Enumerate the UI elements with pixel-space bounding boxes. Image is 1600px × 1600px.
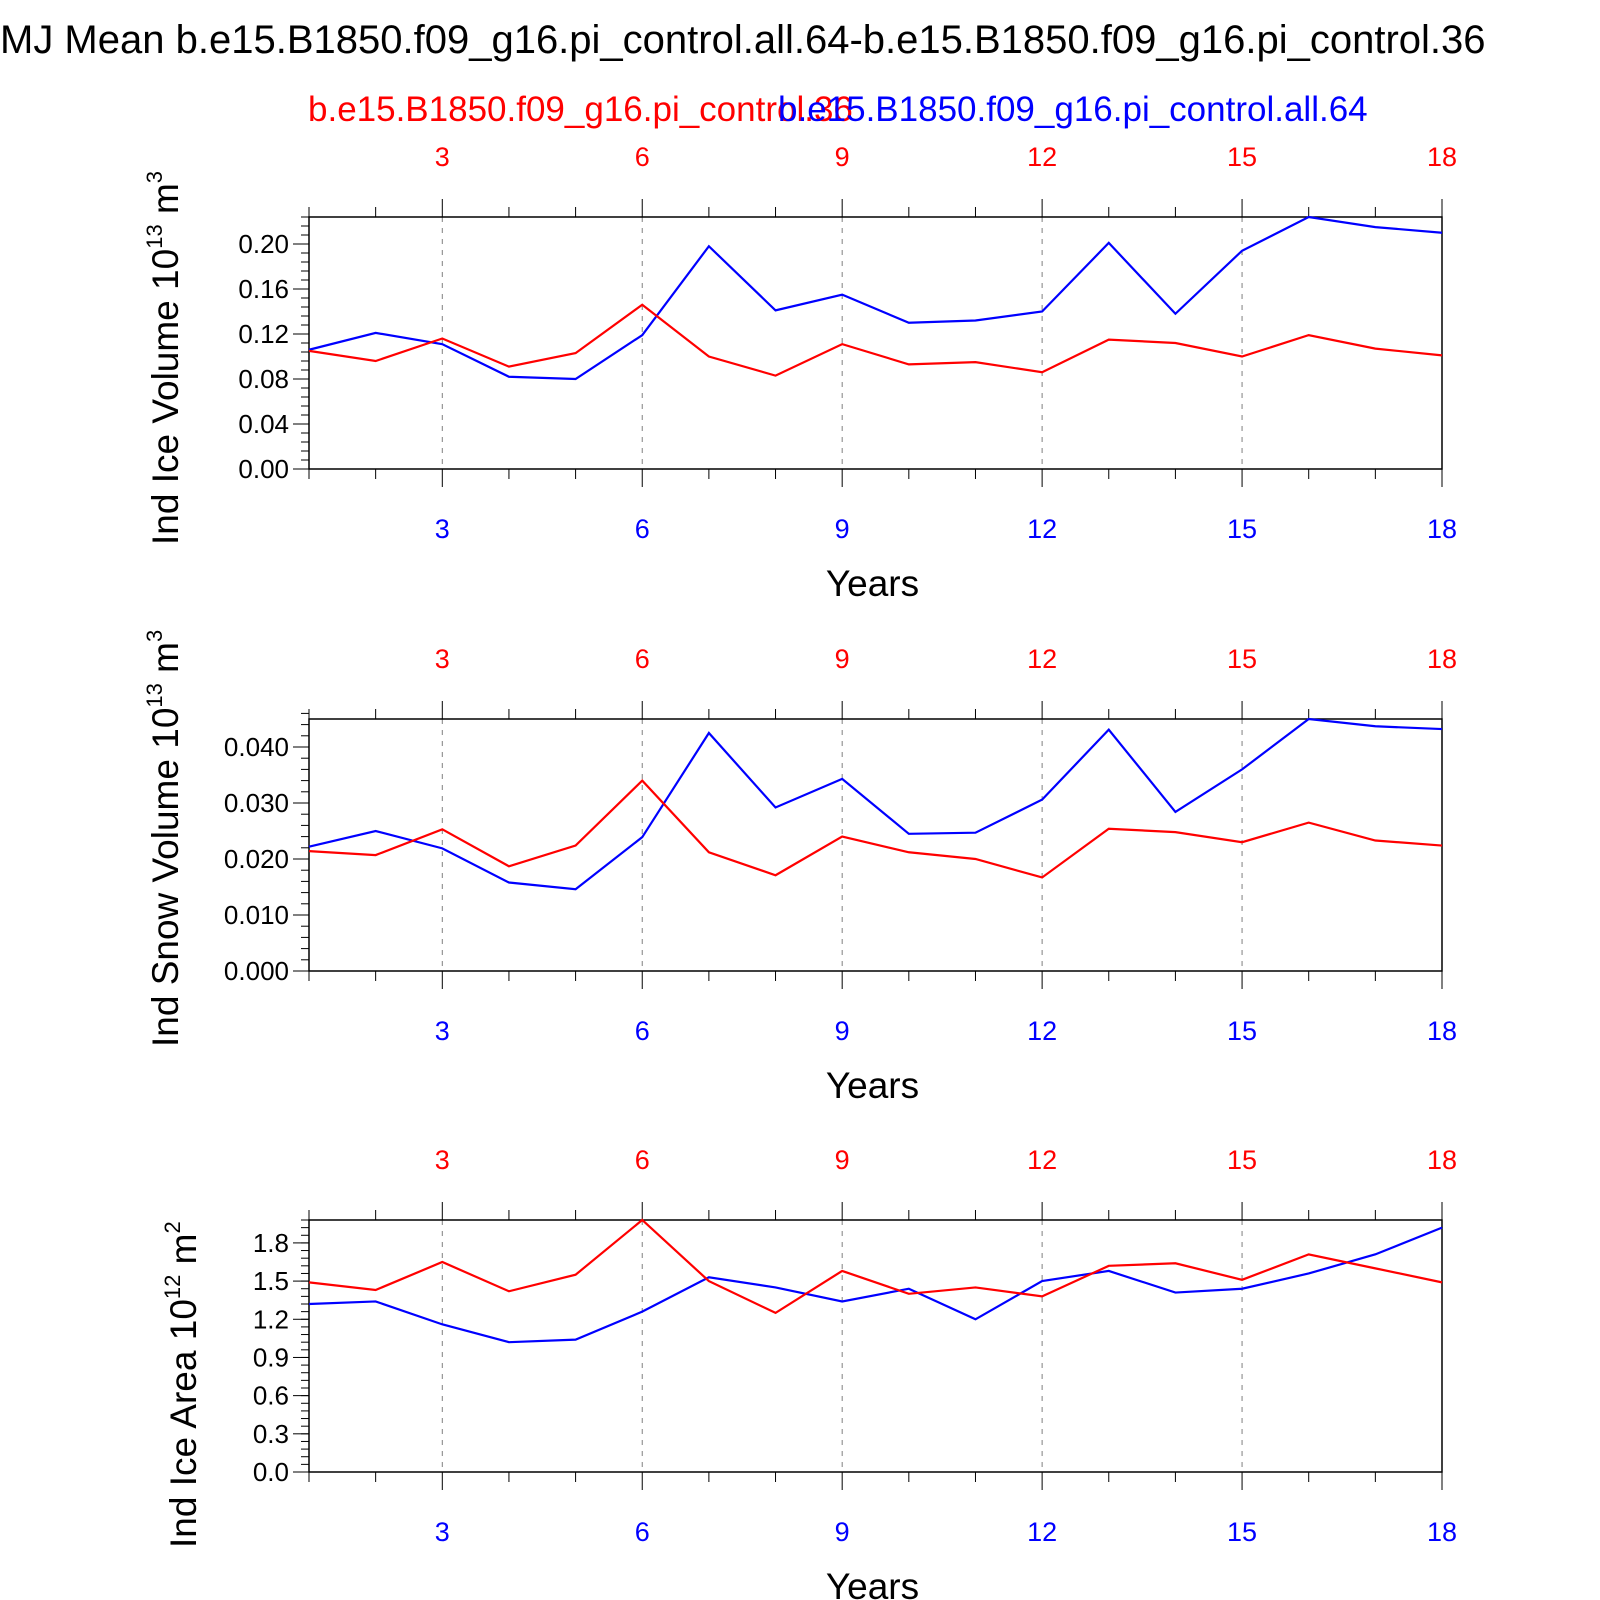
bottom-x-tick-label: 12 [1027, 514, 1057, 544]
top-x-tick-label: 15 [1227, 142, 1257, 172]
red-series-line [308, 779, 1443, 879]
y-tick-label: 0.00 [238, 454, 289, 484]
top-x-tick-label: 12 [1027, 644, 1057, 674]
top-x-tick-label: 3 [435, 644, 450, 674]
y-tick-label: 0.040 [224, 732, 289, 762]
bottom-x-tick-label: 15 [1227, 514, 1257, 544]
y-tick-label: 0.08 [238, 364, 289, 394]
page-title: MJ Mean b.e15.B1850.f09_g16.pi_control.a… [0, 18, 1486, 62]
y-tick-label: 0.020 [224, 844, 289, 874]
y-tick-label: 1.2 [253, 1304, 289, 1334]
y-axis-label: Ind Ice Volume 1013 m3 [142, 171, 186, 545]
y-tick-label: 0.04 [238, 409, 289, 439]
bottom-x-tick-label: 9 [835, 1517, 850, 1547]
top-x-tick-label: 18 [1427, 1145, 1457, 1175]
top-x-tick-label: 3 [435, 1145, 450, 1175]
x-axis-label: Years [826, 1065, 919, 1106]
bottom-x-tick-label: 3 [435, 1016, 450, 1046]
y-tick-label: 0.000 [224, 956, 289, 986]
top-x-tick-label: 18 [1427, 644, 1457, 674]
top-x-tick-label: 15 [1227, 644, 1257, 674]
bottom-x-tick-label: 6 [635, 514, 650, 544]
x-axis-label: Years [826, 563, 919, 604]
top-x-tick-label: 15 [1227, 1145, 1257, 1175]
red-series-line [308, 303, 1443, 377]
y-tick-label: 0.030 [224, 788, 289, 818]
y-tick-label: 0.16 [238, 274, 289, 304]
y-axis-label: Ind Snow Volume 1013 m3 [142, 630, 186, 1047]
bottom-x-tick-label: 6 [635, 1517, 650, 1547]
top-x-tick-label: 6 [635, 1145, 650, 1175]
bottom-x-tick-label: 18 [1427, 514, 1457, 544]
top-x-tick-label: 12 [1027, 142, 1057, 172]
left-case-label: b.e15.B1850.f09_g16.pi_control.36 [308, 90, 853, 129]
x-axis-label: Years [826, 1566, 919, 1600]
panel-1: 0.00 0.04 0.08 0.12 0.16 0.20 3 3 6 6 9 9 12 12 15 15 18… [142, 142, 1457, 604]
bottom-x-tick-label: 6 [635, 1016, 650, 1046]
bottom-x-tick-label: 9 [835, 1016, 850, 1046]
bottom-x-tick-label: 18 [1427, 1517, 1457, 1547]
plot-frame [308, 1219, 1443, 1473]
y-tick-label: 1.8 [253, 1228, 289, 1258]
blue-series-line [308, 1226, 1443, 1344]
top-x-tick-label: 9 [835, 142, 850, 172]
top-x-tick-label: 9 [835, 644, 850, 674]
panel-2: 0.000 0.010 0.020 0.030 0.040 3 3 6 6 9 9 12 12 15 15 1… [142, 630, 1457, 1106]
y-axis-label: Ind Ice Area 1012 m2 [160, 1221, 204, 1548]
bottom-x-tick-label: 3 [435, 514, 450, 544]
bottom-x-tick-label: 15 [1227, 1517, 1257, 1547]
y-tick-label: 0.010 [224, 900, 289, 930]
plot-frame [308, 216, 1443, 470]
y-tick-label: 1.5 [253, 1266, 289, 1296]
y-tick-label: 0.12 [238, 319, 289, 349]
bottom-x-tick-label: 12 [1027, 1016, 1057, 1046]
top-x-tick-label: 6 [635, 142, 650, 172]
y-tick-label: 0.0 [253, 1457, 289, 1487]
bottom-x-tick-label: 9 [835, 514, 850, 544]
y-tick-label: 0.20 [238, 229, 289, 259]
bottom-x-tick-label: 3 [435, 1517, 450, 1547]
panel-3: 0.0 0.3 0.6 0.9 1.2 1.5 1.8 3 3 6 6 9 9 12 12 15 15 18 18 Y… [160, 1145, 1457, 1600]
right-case-label: b.e15.B1850.f09_g16.pi_control.all.64 [778, 90, 1368, 129]
top-x-tick-label: 3 [435, 142, 450, 172]
red-series-line [308, 1218, 1443, 1315]
y-tick-label: 0.6 [253, 1381, 289, 1411]
top-x-tick-label: 6 [635, 644, 650, 674]
top-x-tick-label: 9 [835, 1145, 850, 1175]
blue-series-line [308, 717, 1443, 891]
bottom-x-tick-label: 15 [1227, 1016, 1257, 1046]
top-x-tick-label: 12 [1027, 1145, 1057, 1175]
top-x-tick-label: 18 [1427, 142, 1457, 172]
y-tick-label: 0.9 [253, 1342, 289, 1372]
bottom-x-tick-label: 12 [1027, 1517, 1057, 1547]
blue-series-line [308, 215, 1443, 381]
y-tick-label: 0.3 [253, 1419, 289, 1449]
bottom-x-tick-label: 18 [1427, 1016, 1457, 1046]
